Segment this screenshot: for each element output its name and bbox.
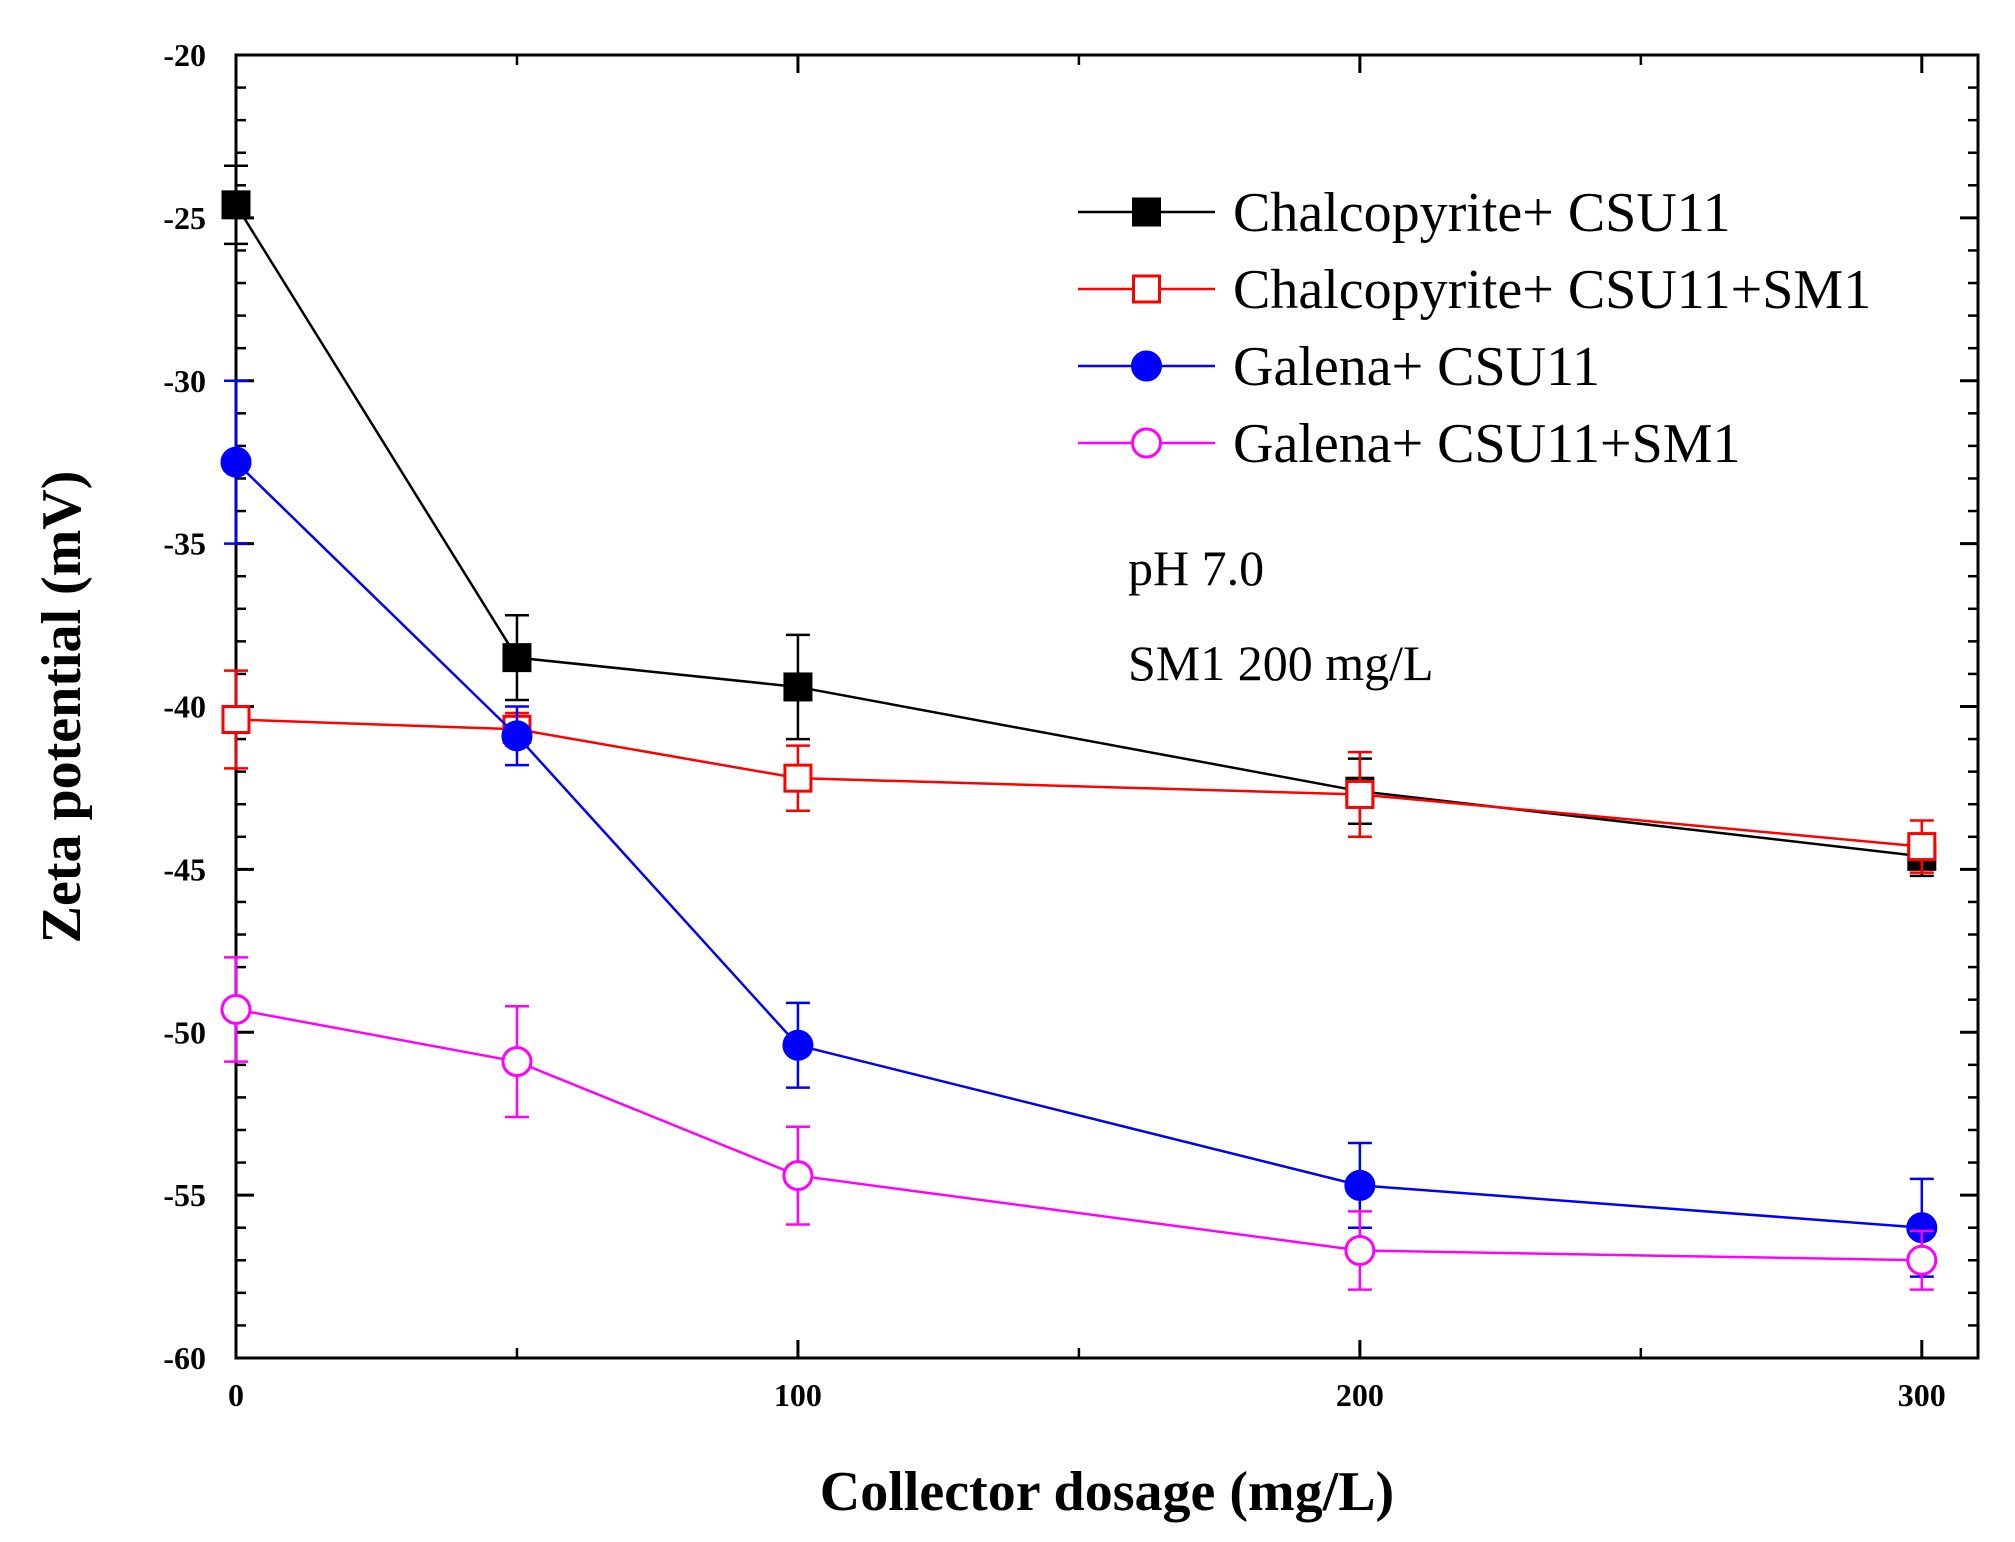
legend-item-4: Galena+ CSU11+SM1 <box>1078 413 1741 475</box>
data-point <box>502 643 532 673</box>
data-point <box>783 763 813 793</box>
data-point <box>501 1046 533 1078</box>
x-tick-label: 0 <box>228 1377 244 1413</box>
legend-marker <box>1131 350 1162 382</box>
series-line <box>235 1008 1922 1262</box>
y-tick-label: -25 <box>163 200 206 236</box>
y-tick-label: -35 <box>163 526 206 562</box>
y-axis-title: Zeta potential (mV) <box>31 471 93 944</box>
plot-frame <box>234 53 1980 1360</box>
data-point <box>501 720 533 752</box>
data-point <box>220 446 252 478</box>
x-tick-label: 200 <box>1336 1377 1384 1413</box>
data-point <box>1344 1235 1376 1267</box>
series-4 <box>220 956 1938 1291</box>
legend-label: Galena+ CSU11+SM1 <box>1233 413 1741 475</box>
data-point <box>782 1029 814 1061</box>
legend-item-3: Galena+ CSU11 <box>1078 336 1600 398</box>
data-point <box>1345 779 1375 809</box>
x-tick-label: 300 <box>1898 1377 1946 1413</box>
x-tick-label: 100 <box>774 1377 822 1413</box>
legend-label: Chalcopyrite+ CSU11 <box>1233 182 1731 244</box>
legend-item-2: Chalcopyrite+ CSU11+SM1 <box>1078 259 1871 321</box>
data-point <box>782 1160 814 1192</box>
y-tick-label: -50 <box>163 1014 206 1050</box>
legend-marker <box>1132 274 1161 304</box>
y-tick-label: -40 <box>163 689 206 725</box>
legend-label: Galena+ CSU11 <box>1233 336 1600 398</box>
data-point <box>220 993 252 1025</box>
data-point <box>1906 1244 1938 1276</box>
y-tick-label: -20 <box>163 37 206 73</box>
data-point <box>783 672 813 702</box>
annotation-sm1-dosage: SM1 200 mg/L <box>1128 635 1434 691</box>
axis-ticks: -20 -25 -30 -35 -40 -45 -50 -55 -60 0 100 200 300 <box>163 37 1978 1413</box>
data-point <box>221 190 251 220</box>
y-tick-label: -45 <box>163 851 206 887</box>
legend-marker <box>1132 197 1161 227</box>
y-tick-label: -55 <box>163 1177 206 1213</box>
x-axis-title: Collector dosage (mg/L) <box>820 1461 1394 1523</box>
series-layer <box>220 164 1938 1291</box>
legend: Chalcopyrite+ CSU11 Chalcopyrite+ CSU11+S… <box>1078 182 1871 475</box>
data-point <box>221 705 251 735</box>
legend-label: Chalcopyrite+ CSU11+SM1 <box>1233 259 1871 321</box>
y-tick-label: -60 <box>163 1340 206 1376</box>
y-tick-label: -30 <box>163 363 206 399</box>
annotation-ph: pH 7.0 <box>1128 540 1264 596</box>
legend-marker <box>1131 427 1162 459</box>
data-point <box>1344 1169 1376 1201</box>
series-line <box>235 461 1922 1229</box>
data-point <box>1907 832 1937 862</box>
legend-item-1: Chalcopyrite+ CSU11 <box>1078 182 1731 244</box>
